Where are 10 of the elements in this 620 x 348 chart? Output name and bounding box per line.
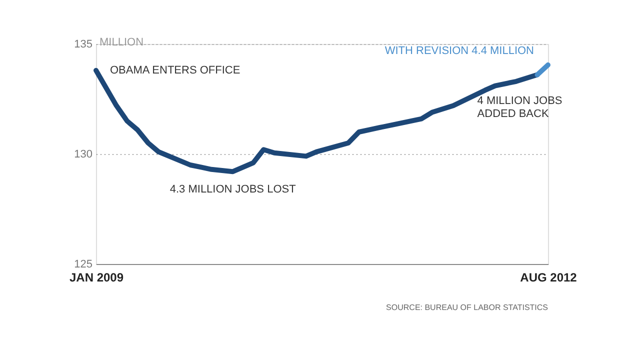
y-tick-label: 135: [74, 38, 92, 50]
y-tick-label: 125: [74, 258, 92, 270]
x-tick-label: AUG 2012: [520, 270, 578, 284]
annotation: 4 MILLION JOBS ADDED BACK: [477, 94, 562, 120]
x-tick-label: JAN 2009: [69, 270, 124, 284]
source-note: SOURCE: BUREAU OF LABOR STATISTICS: [386, 303, 548, 312]
annotation: OBAMA ENTERS OFFICE: [110, 64, 240, 76]
y-tick-label: 130: [74, 148, 92, 160]
annotation: 4.3 MILLION JOBS LOST: [170, 184, 296, 196]
annotation: WITH REVISION 4.4 MILLION: [384, 44, 534, 57]
